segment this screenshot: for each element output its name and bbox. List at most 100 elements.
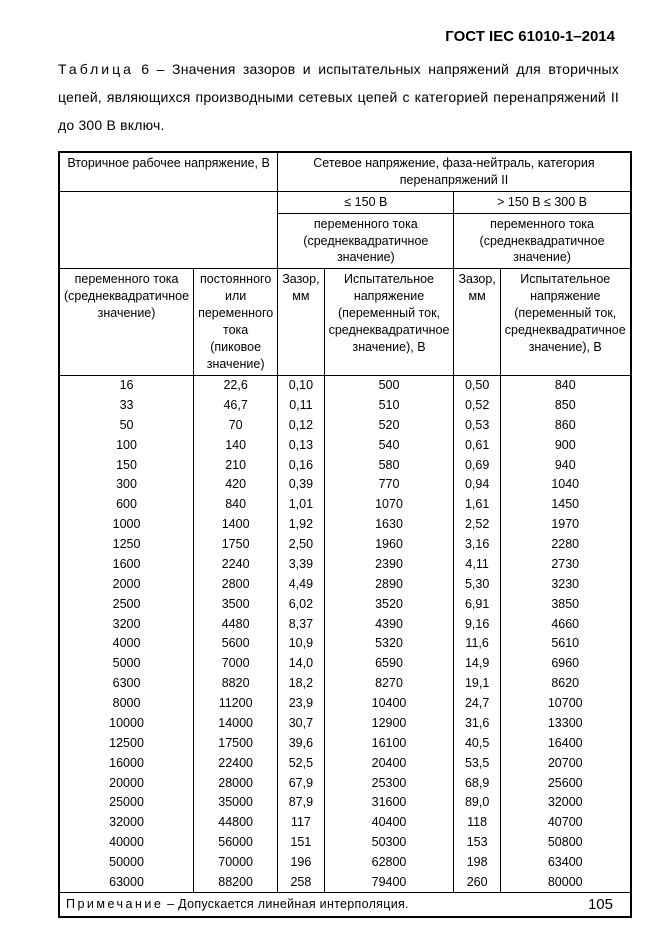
table-cell: 4,49 — [278, 574, 324, 594]
table-cell: 1070 — [324, 495, 454, 515]
table-cell: 52,5 — [278, 753, 324, 773]
table-cell: 80000 — [500, 872, 630, 892]
table-cell: 62800 — [324, 853, 454, 873]
table-cell: 10000 — [59, 713, 194, 733]
table-cell: 20000 — [59, 773, 194, 793]
table-cell: 63000 — [59, 872, 194, 892]
table-cell: 50 — [59, 415, 194, 435]
table-cell: 33 — [59, 395, 194, 415]
table-row: 50000700001966280019863400 — [59, 853, 631, 873]
caption-prefix: Таблица — [58, 61, 134, 77]
table-cell: 10700 — [500, 694, 630, 714]
table-row: 1001400,135400,61900 — [59, 435, 631, 455]
table-cell: 23,9 — [278, 694, 324, 714]
clearance-table: Вторичное рабочее напряжение, В Сетевое … — [58, 151, 632, 918]
table-cell: 140 — [194, 435, 278, 455]
table-cell: 8000 — [59, 694, 194, 714]
header-col-testv-2: Испытательное напряжение (переменный ток… — [500, 269, 630, 375]
table-cell: 87,9 — [278, 793, 324, 813]
table-cell: 420 — [194, 475, 278, 495]
table-cell: 50000 — [59, 853, 194, 873]
page-number: 105 — [588, 896, 613, 913]
table-cell: 100 — [59, 435, 194, 455]
table-cell: 40000 — [59, 833, 194, 853]
table-row: 250003500087,93160089,032000 — [59, 793, 631, 813]
table-cell: 840 — [500, 375, 630, 395]
table-cell: 28000 — [194, 773, 278, 793]
table-row: 100014001,9216302,521970 — [59, 515, 631, 535]
table-cell: 0,50 — [454, 375, 500, 395]
table-row: 250035006,0235206,913850 — [59, 594, 631, 614]
table-cell: 900 — [500, 435, 630, 455]
table-cell: 4,11 — [454, 554, 500, 574]
table-cell: 40,5 — [454, 733, 500, 753]
table-cell: 8820 — [194, 674, 278, 694]
table-cell: 151 — [278, 833, 324, 853]
table-cell: 17500 — [194, 733, 278, 753]
table-cell: 0,13 — [278, 435, 324, 455]
table-cell: 39,6 — [278, 733, 324, 753]
table-cell: 56000 — [194, 833, 278, 853]
table-cell: 260 — [454, 872, 500, 892]
table-cell: 940 — [500, 455, 630, 475]
table-cell: 5000 — [59, 654, 194, 674]
table-cell: 2,50 — [278, 535, 324, 555]
table-cell: 53,5 — [454, 753, 500, 773]
table-cell: 3850 — [500, 594, 630, 614]
table-cell: 30,7 — [278, 713, 324, 733]
table-cell: 32000 — [59, 813, 194, 833]
table-cell: 1450 — [500, 495, 630, 515]
header-gt150le300: > 150 В ≤ 300 В — [454, 191, 631, 213]
table-row: 160002240052,52040053,520700 — [59, 753, 631, 773]
header-col-ac: переменного тока (среднеквадратичное зна… — [59, 269, 194, 375]
table-cell: 32000 — [500, 793, 630, 813]
table-cell: 1630 — [324, 515, 454, 535]
table-cell: 68,9 — [454, 773, 500, 793]
table-cell: 4660 — [500, 614, 630, 634]
table-cell: 1600 — [59, 554, 194, 574]
table-cell: 20400 — [324, 753, 454, 773]
table-cell: 258 — [278, 872, 324, 892]
table-cell: 6590 — [324, 654, 454, 674]
table-cell: 1,61 — [454, 495, 500, 515]
table-cell: 24,7 — [454, 694, 500, 714]
table-cell: 8270 — [324, 674, 454, 694]
table-row: 200002800067,92530068,925600 — [59, 773, 631, 793]
table-cell: 40700 — [500, 813, 630, 833]
table-cell: 67,9 — [278, 773, 324, 793]
table-cell: 1400 — [194, 515, 278, 535]
table-cell: 0,16 — [278, 455, 324, 475]
table-cell: 770 — [324, 475, 454, 495]
table-row: 40000560001515030015350800 — [59, 833, 631, 853]
table-cell: 1,01 — [278, 495, 324, 515]
table-cell: 88200 — [194, 872, 278, 892]
table-cell: 6,02 — [278, 594, 324, 614]
table-cell: 7000 — [194, 654, 278, 674]
table-cell: 850 — [500, 395, 630, 415]
table-cell: 4390 — [324, 614, 454, 634]
table-cell: 18,2 — [278, 674, 324, 694]
table-cell: 3500 — [194, 594, 278, 614]
table-cell: 5610 — [500, 634, 630, 654]
table-cell: 4480 — [194, 614, 278, 634]
table-row: 6300882018,2827019,18620 — [59, 674, 631, 694]
table-cell: 31,6 — [454, 713, 500, 733]
table-cell: 25300 — [324, 773, 454, 793]
table-cell: 118 — [454, 813, 500, 833]
table-cell: 0,12 — [278, 415, 324, 435]
table-cell: 2000 — [59, 574, 194, 594]
table-cell: 25600 — [500, 773, 630, 793]
table-cell: 89,0 — [454, 793, 500, 813]
table-cell: 0,61 — [454, 435, 500, 455]
table-cell: 2730 — [500, 554, 630, 574]
table-row: 3004200,397700,941040 — [59, 475, 631, 495]
table-cell: 3,16 — [454, 535, 500, 555]
table-cell: 0,53 — [454, 415, 500, 435]
table-cell: 31600 — [324, 793, 454, 813]
table-cell: 3230 — [500, 574, 630, 594]
table-row: 125001750039,61610040,516400 — [59, 733, 631, 753]
table-cell: 150 — [59, 455, 194, 475]
table-cell: 70000 — [194, 853, 278, 873]
table-cell: 2500 — [59, 594, 194, 614]
table-cell: 0,39 — [278, 475, 324, 495]
